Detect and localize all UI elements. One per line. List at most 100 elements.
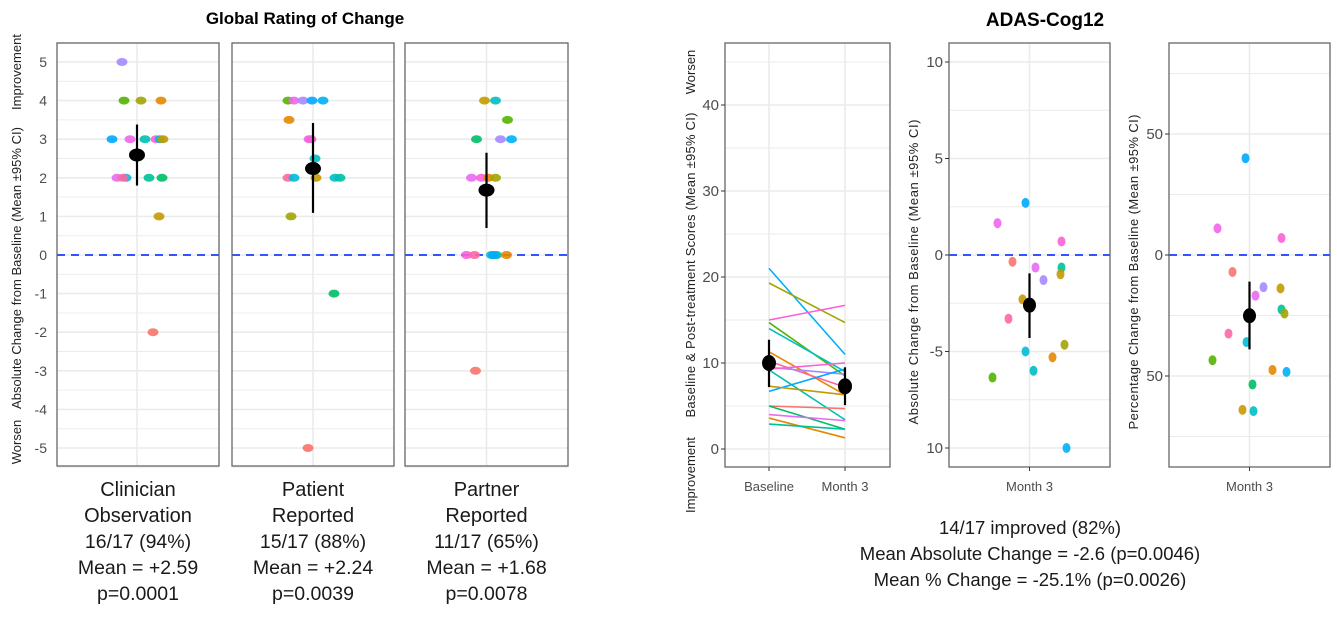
panel-stat: Mean = +2.24 [253,557,373,579]
adas-pct-panel-mean-point [1243,308,1256,324]
adas-ylabel-bottom: Improvement [683,437,698,513]
data-point [302,444,314,452]
data-point [1276,283,1285,294]
data-point [1282,366,1291,377]
data-point [124,135,136,144]
panel-label: Reported [445,505,527,527]
series-line [768,267,846,355]
adas-ytick-label: 20 [702,269,719,286]
grc-mean-point [478,183,495,197]
adas-1-mean-point [838,378,852,395]
adas-ylabel: Baseline & Post-treatment Scores (Mean ±… [683,113,698,418]
adas-scores-panel-background [725,43,890,467]
series-line [768,405,846,410]
grc-ytick-label: 2 [39,170,47,186]
data-point [1251,290,1260,301]
ytick-label: 10 [926,54,943,71]
grc-panel-border [231,42,395,467]
adas-ytick-label: 0 [711,441,719,458]
data-point [466,173,477,182]
data-point [1060,339,1069,350]
panel-stat: 16/17 (94%) [85,531,191,553]
adas-summary-abs: Mean Absolute Change = -2.6 (p=0.0046) [860,543,1200,564]
data-point [116,58,128,66]
data-point [1008,256,1017,267]
data-point [288,96,300,105]
adas-title: ADAS-Cog12 [986,10,1104,31]
data-point [1057,236,1066,247]
data-point [157,135,169,144]
adas-pct-ylabel: Percentage Change from Baseline (Mean ±9… [1126,115,1141,430]
grc-panel-border [56,42,220,467]
data-point [479,96,490,105]
data-point [118,96,130,105]
adas-scores-panel-border [724,42,891,468]
series-line [768,282,846,324]
data-point [1277,233,1286,244]
data-point [1224,328,1233,339]
data-point [283,115,295,124]
ytick-label: 10 [926,440,943,457]
grc-ytick-label: 4 [39,93,47,109]
data-point [309,154,321,163]
panel-label: Observation [84,505,192,527]
data-point [470,366,481,375]
adas-abs-ylabel: Absolute Change from Baseline (Mean ±95%… [906,120,921,425]
series-line [768,369,846,421]
data-point [1268,364,1277,375]
data-point [502,115,513,124]
panel-stat: p=0.0078 [446,583,528,605]
data-point [1021,346,1030,357]
ytick-label: 0 [935,247,943,264]
data-point [329,173,341,182]
ytick-label: 50 [1146,126,1163,143]
panel-label: Clinician [100,479,176,501]
adas-0-mean-point [762,355,776,371]
data-point [1248,379,1257,390]
data-point [156,173,168,182]
data-point [1249,406,1258,417]
data-point [328,289,340,298]
adas-xtick-label: Month 3 [822,479,869,494]
data-point [988,372,997,383]
data-point [1280,308,1289,319]
data-point [490,96,501,105]
panel-label: Partner [454,479,520,501]
series-line [768,413,846,422]
series-line [768,362,846,370]
data-point [143,173,155,182]
grc-ytick-label: 3 [39,131,47,147]
data-point [153,212,165,221]
grc-ytick-label: 1 [39,208,47,224]
data-point [1048,352,1057,363]
data-point [117,173,129,182]
data-point [993,218,1002,229]
panel-label: Patient [282,479,345,501]
data-point [495,135,506,144]
adas-ytick-label: 30 [702,183,719,200]
data-point [490,173,501,182]
data-point [306,96,318,105]
data-point [471,135,482,144]
data-point [139,135,151,144]
grc-ylabel-top: Improvement [9,34,24,110]
panel-stat: p=0.0039 [272,583,354,605]
adas-ytick-label: 40 [702,97,719,114]
data-point [1213,223,1222,234]
data-point [288,173,300,182]
data-point [469,251,480,259]
grc-ytick-label: -5 [35,440,48,456]
grc-ytick-label: 0 [39,247,47,263]
ytick-label: 0 [1155,247,1163,264]
data-point [1056,269,1065,280]
data-point [1259,282,1268,293]
data-point [1031,262,1040,273]
data-point [501,251,512,259]
grc-ytick-label: -4 [35,401,48,417]
grc-panel-border [404,42,569,467]
series-line [768,417,846,439]
adas-summary-improved: 14/17 improved (82%) [939,517,1121,538]
grc-ytick-label: -3 [35,363,48,379]
panel-stat: 11/17 (65%) [434,531,539,553]
grc-mean-point [305,162,321,176]
